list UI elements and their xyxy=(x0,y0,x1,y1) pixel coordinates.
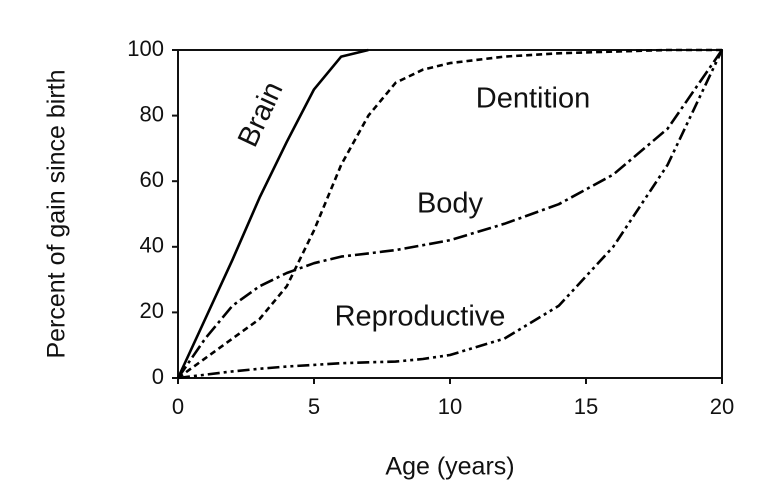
y-tick-label: 20 xyxy=(140,298,164,323)
series-label: Brain xyxy=(232,77,290,152)
x-tick-label: 10 xyxy=(438,394,462,419)
y-tick-label: 60 xyxy=(140,167,164,192)
x-axis-title: Age (years) xyxy=(385,453,514,481)
series-line xyxy=(176,49,724,379)
x-tick-label: 0 xyxy=(172,394,184,419)
series-label: Reproductive xyxy=(335,301,506,333)
x-tick-label: 20 xyxy=(710,394,734,419)
series-line xyxy=(177,49,724,380)
y-tick-label: 100 xyxy=(127,36,164,61)
series-line xyxy=(177,48,722,380)
x-tick-label: 15 xyxy=(574,394,598,419)
y-axis-title: Percent of gain since birth xyxy=(43,69,71,358)
x-tick-label: 5 xyxy=(308,394,320,419)
y-tick-label: 40 xyxy=(140,233,164,258)
y-tick-label: 0 xyxy=(152,364,164,389)
series-label: Dentition xyxy=(476,83,590,115)
y-tick-label: 80 xyxy=(140,101,164,126)
series-label: Body xyxy=(417,188,484,220)
series-line xyxy=(176,48,369,379)
